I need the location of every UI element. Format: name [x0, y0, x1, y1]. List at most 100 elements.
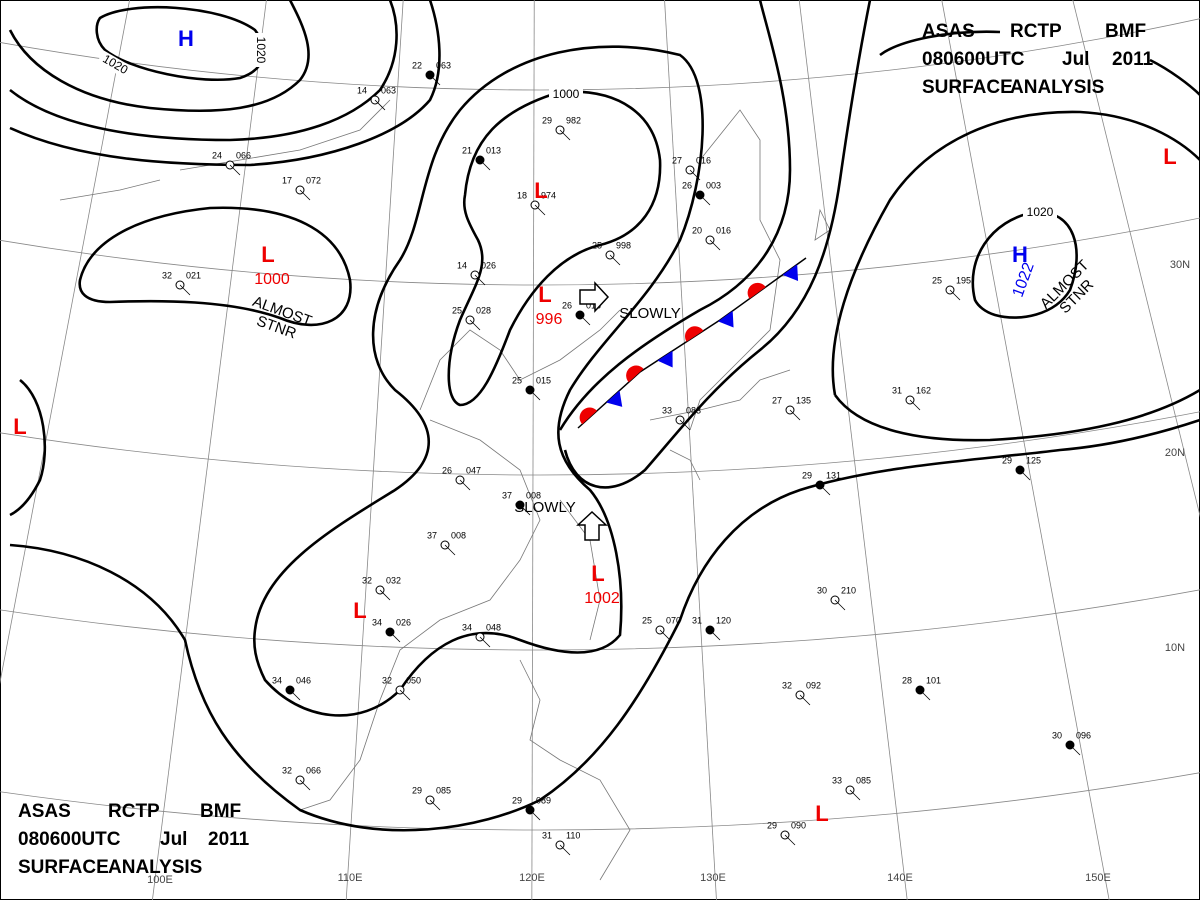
- station-temperature: 32: [282, 765, 292, 775]
- station-pressure: 015: [536, 375, 551, 385]
- station-plots: 22 063 14 063 29 982 21 013 18 974 27 016 26 003 20 016…: [162, 60, 1091, 856]
- isobar: [971, 210, 1078, 319]
- isobar: [8, 0, 310, 113]
- isobar-label-bg: [253, 33, 267, 67]
- station-wind: [479, 159, 491, 171]
- isobar-label: 1020: [254, 37, 268, 64]
- station-wind: [609, 254, 621, 266]
- station-wind: [429, 74, 441, 86]
- station-wind: [179, 284, 191, 296]
- header-word: ANALYSIS: [108, 857, 202, 878]
- station-temperature: 28: [902, 675, 912, 685]
- station-pressure: 210: [841, 585, 856, 595]
- cold-triangle: [657, 350, 673, 368]
- station-pressure: 083: [686, 405, 701, 415]
- station-temperature: 33: [662, 405, 672, 415]
- station-wind: [784, 834, 796, 846]
- station-wind: [1019, 469, 1031, 481]
- header-word: ANALYSIS: [1010, 77, 1104, 98]
- longitude-label: 150E: [1085, 872, 1111, 884]
- header-word: 080600UTC: [922, 49, 1025, 70]
- station-wind: [379, 589, 391, 601]
- coastline: [59, 99, 631, 881]
- warm-semicircle: [747, 282, 766, 299]
- warm-semicircle: [685, 326, 704, 342]
- center-symbol: L: [534, 178, 547, 203]
- station-temperature: 22: [412, 60, 422, 70]
- station-temperature: 29: [412, 785, 422, 795]
- center-symbol: L: [353, 598, 366, 623]
- latitude-label: 30N: [1170, 259, 1190, 271]
- station-wind: [819, 484, 831, 496]
- station-wind: [799, 694, 811, 706]
- header-word: 080600UTC: [18, 829, 121, 850]
- header-word: RCTP: [108, 801, 160, 822]
- isobar: [9, 0, 398, 142]
- longitude-label: 110E: [338, 872, 363, 884]
- motion-arrow: [576, 510, 608, 541]
- warm-semicircle: [626, 365, 644, 383]
- header-word: SURFACE: [922, 77, 1013, 98]
- station-pressure: 085: [856, 775, 871, 785]
- station-temperature: 25: [592, 240, 602, 250]
- station-pressure: 015: [586, 300, 601, 310]
- longitude-label: 140E: [887, 872, 913, 884]
- station-wind: [909, 399, 921, 411]
- isobar-label: 1000: [553, 87, 580, 101]
- coastline: [299, 309, 621, 811]
- meridian: [941, 0, 1110, 900]
- meridian: [345, 0, 404, 900]
- station-pressure: 092: [806, 680, 821, 690]
- center-symbol: L: [815, 801, 828, 826]
- station-pressure: 046: [296, 675, 311, 685]
- station-pressure: 135: [796, 395, 811, 405]
- meridian: [1072, 0, 1200, 518]
- station-temperature: 20: [692, 225, 702, 235]
- station-wind: [374, 99, 386, 111]
- station-pressure: 021: [186, 270, 201, 280]
- station-wind: [534, 204, 546, 216]
- longitude-label: 100E: [147, 874, 173, 886]
- station-pressure: 070: [666, 615, 681, 625]
- isobar: [558, 0, 792, 431]
- meridian: [531, 0, 535, 900]
- station-temperature: 32: [162, 270, 172, 280]
- station-temperature: 32: [382, 675, 392, 685]
- station-pressure: 101: [926, 675, 941, 685]
- latitude-label: 10N: [1165, 642, 1185, 654]
- motion-annotation: SLOWLY: [514, 499, 575, 516]
- station-pressure: 131: [826, 470, 841, 480]
- station-temperature: 31: [692, 615, 702, 625]
- meridian: [152, 0, 267, 900]
- stationary-front: [577, 257, 807, 429]
- station-wind: [659, 629, 671, 641]
- station-pressure: 085: [436, 785, 451, 795]
- station-pressure: 063: [436, 60, 451, 70]
- station-wind: [479, 636, 491, 648]
- station-temperature: 25: [932, 275, 942, 285]
- station-temperature: 33: [832, 775, 842, 785]
- station-pressure: 162: [916, 385, 931, 395]
- station-pressure: 050: [406, 675, 421, 685]
- station-pressure: 063: [381, 85, 396, 95]
- station-pressure: 096: [1076, 730, 1091, 740]
- isobar: [831, 110, 1200, 442]
- station-pressure: 072: [306, 175, 321, 185]
- station-temperature: 26: [442, 465, 452, 475]
- motion-annotation: SLOWLY: [619, 305, 680, 322]
- station-wind: [469, 319, 481, 331]
- header-word: 2011: [1112, 49, 1154, 70]
- coastlines: [59, 99, 831, 881]
- isobar: [9, 418, 1200, 832]
- station-pressure: 028: [476, 305, 491, 315]
- isobar-label-bg: [1023, 206, 1057, 220]
- station-pressure: 066: [306, 765, 321, 775]
- station-temperature: 25: [512, 375, 522, 385]
- isobar: [253, 45, 704, 717]
- station-temperature: 31: [542, 830, 552, 840]
- station-wind: [709, 239, 721, 251]
- station-wind: [289, 689, 301, 701]
